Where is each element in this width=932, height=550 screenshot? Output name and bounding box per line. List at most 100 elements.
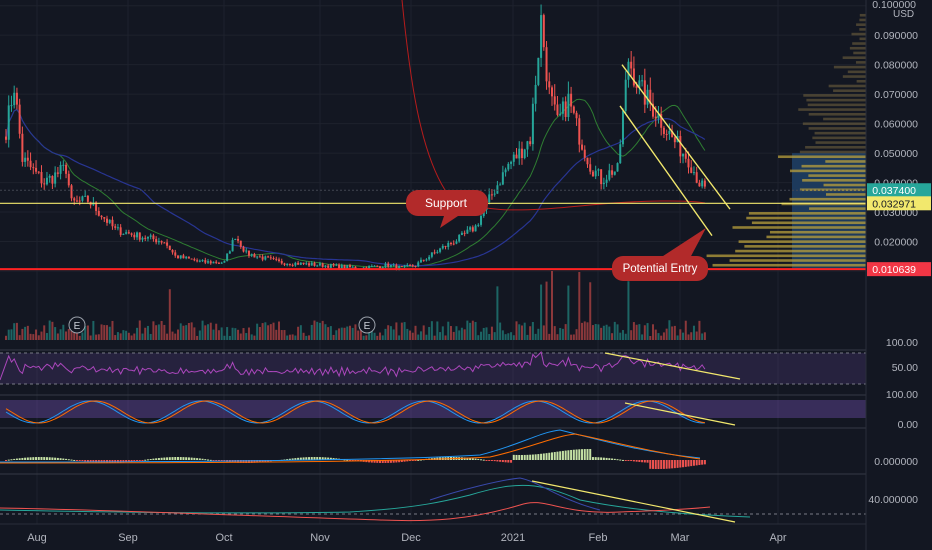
volume-bar bbox=[425, 334, 428, 340]
macd-hist bbox=[136, 460, 139, 461]
candle bbox=[449, 242, 452, 244]
volume-bar bbox=[520, 325, 523, 340]
macd-hist bbox=[679, 460, 682, 468]
candle bbox=[419, 259, 422, 263]
volume-bar bbox=[428, 326, 431, 340]
volume-bar bbox=[43, 325, 46, 340]
candle bbox=[324, 265, 327, 267]
macd-hist bbox=[392, 460, 395, 463]
candle bbox=[207, 261, 210, 263]
volume-bar bbox=[660, 335, 663, 340]
volume-bar bbox=[463, 329, 466, 340]
volume-bar bbox=[275, 329, 278, 340]
candle bbox=[174, 252, 177, 256]
volume-bar bbox=[362, 335, 365, 340]
profile-bar bbox=[823, 183, 866, 187]
candle bbox=[81, 196, 84, 201]
candle bbox=[168, 245, 171, 250]
volume-bar bbox=[272, 322, 275, 340]
candle bbox=[512, 154, 515, 162]
volume-bar bbox=[343, 327, 346, 340]
macd-hist bbox=[125, 460, 128, 463]
profile-bar bbox=[825, 193, 866, 196]
candle bbox=[302, 262, 305, 264]
candle bbox=[239, 240, 242, 247]
volume-bar bbox=[111, 320, 114, 340]
macd-hist bbox=[179, 457, 182, 460]
volume-bar bbox=[198, 330, 201, 340]
candle bbox=[422, 259, 425, 261]
candle bbox=[586, 157, 589, 165]
candle bbox=[583, 149, 586, 158]
volume-bar bbox=[122, 330, 125, 340]
macd-hist bbox=[643, 460, 646, 463]
volume-bar bbox=[409, 330, 412, 340]
macd-hist bbox=[297, 457, 300, 460]
macd-hist bbox=[534, 454, 537, 460]
macd-hist bbox=[624, 460, 627, 461]
candle bbox=[283, 263, 286, 265]
volume-bar bbox=[583, 321, 586, 340]
earnings-marker[interactable]: E bbox=[358, 316, 376, 334]
volume-bar bbox=[223, 335, 226, 340]
volume-bar bbox=[529, 326, 532, 340]
volume-bar bbox=[291, 334, 294, 340]
candle bbox=[48, 176, 51, 178]
macd-hist bbox=[400, 460, 403, 462]
volume-bar bbox=[133, 333, 136, 340]
candle bbox=[111, 219, 114, 227]
candle bbox=[643, 80, 646, 105]
macd-hist bbox=[245, 460, 248, 463]
entry-label: Potential Entry bbox=[623, 263, 698, 275]
volume-bar bbox=[523, 322, 526, 340]
macd-hist bbox=[45, 457, 48, 460]
volume-bar bbox=[652, 324, 655, 340]
candle bbox=[144, 237, 147, 239]
volume-bar bbox=[59, 329, 62, 340]
profile-bar bbox=[825, 160, 866, 163]
volume-bar bbox=[635, 324, 638, 340]
macd-hist bbox=[515, 454, 518, 460]
volume-bar bbox=[665, 328, 668, 340]
volume-bar bbox=[146, 325, 149, 340]
time-tick-label: Nov bbox=[310, 532, 330, 544]
macd-hist bbox=[43, 457, 46, 460]
candle bbox=[409, 265, 412, 267]
candle bbox=[548, 81, 551, 88]
volume-bar bbox=[542, 325, 545, 340]
support-callout: Support bbox=[406, 190, 488, 228]
macd-hist bbox=[586, 449, 589, 460]
volume-bar bbox=[572, 334, 575, 340]
macd-hist bbox=[466, 457, 469, 460]
candle bbox=[321, 263, 324, 267]
candle bbox=[70, 185, 73, 199]
macd-hist bbox=[499, 460, 502, 462]
volume-bar bbox=[504, 334, 507, 340]
macd-hist bbox=[529, 454, 532, 460]
macd-hist bbox=[299, 457, 302, 460]
volume-bar bbox=[324, 324, 327, 340]
volume-bar bbox=[54, 327, 57, 340]
earnings-marker[interactable]: E bbox=[68, 316, 86, 334]
volume-bar bbox=[327, 327, 330, 340]
time-axis[interactable]: Aug Sep Oct Nov Dec 2021 Feb Mar Apr bbox=[0, 523, 866, 544]
candle bbox=[256, 256, 259, 258]
macd-hist bbox=[149, 458, 152, 460]
candle bbox=[166, 242, 169, 246]
pane-tick-label: 40.000000 bbox=[868, 494, 918, 506]
macd-hist bbox=[510, 460, 513, 463]
volume-bar bbox=[417, 334, 420, 340]
candle bbox=[335, 264, 338, 266]
volume-bar bbox=[231, 327, 234, 340]
price-tick-label: 0.070000 bbox=[874, 89, 918, 101]
volume-bar bbox=[269, 324, 272, 340]
candle bbox=[589, 164, 592, 172]
macd-hist bbox=[632, 460, 635, 462]
volume-bar bbox=[62, 324, 65, 340]
candle bbox=[163, 242, 166, 244]
candle bbox=[556, 104, 559, 115]
channel-upper bbox=[621, 64, 731, 210]
macd-hist bbox=[310, 457, 313, 460]
candle bbox=[400, 265, 403, 267]
macd-hist bbox=[176, 457, 179, 460]
